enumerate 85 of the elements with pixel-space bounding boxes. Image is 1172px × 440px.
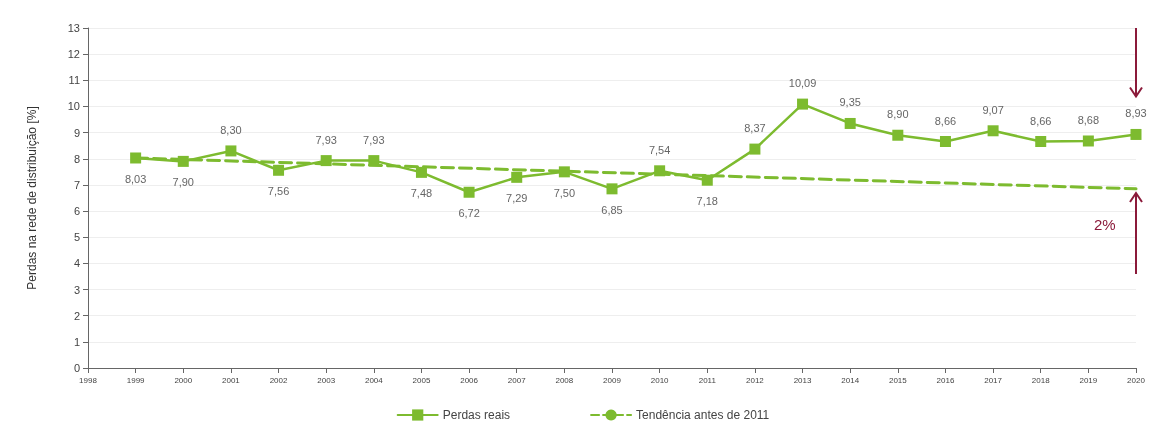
x-tick-label: 2015	[888, 375, 908, 385]
x-tick-label: 2008	[555, 375, 574, 385]
point	[463, 186, 475, 198]
data-label: 7,90	[172, 176, 194, 189]
data-label: 7,50	[553, 186, 576, 199]
data-label: 8,37	[744, 122, 766, 135]
data-label: 7,29	[506, 192, 528, 205]
x-tick-label: 2013	[793, 375, 812, 385]
data-label: 8,93	[1125, 107, 1147, 120]
y-axis-title: Perdas na rede de distribuição [%]	[25, 106, 39, 290]
point	[415, 166, 427, 178]
y-tick-label: 5	[73, 231, 80, 244]
x-tick-label: 2011	[698, 375, 717, 385]
data-label: 7,56	[267, 185, 290, 198]
x-tick-label: 1998	[79, 375, 98, 385]
x-tick-label: 2000	[174, 375, 193, 385]
x-tick-label: 2004	[364, 375, 384, 385]
y-tick-label: 8	[73, 152, 80, 165]
data-label: 8,30	[220, 123, 242, 136]
data-label: 6,85	[601, 203, 623, 216]
point	[177, 155, 189, 167]
point	[797, 98, 809, 110]
data-label: 9,07	[982, 103, 1004, 116]
legend-label: Perdas reais	[442, 408, 511, 422]
data-label: 8,68	[1077, 113, 1100, 126]
x-tick-label: 2017	[984, 375, 1003, 385]
x-tick-label: 2005	[412, 375, 431, 385]
data-label: 7,93	[363, 133, 385, 146]
point	[273, 164, 285, 176]
y-tick-label: 6	[73, 205, 80, 218]
data-label: 6,72	[458, 207, 480, 220]
y-tick-label: 13	[67, 22, 80, 34]
data-label: 10,09	[788, 77, 817, 90]
x-tick-label: 2012	[746, 375, 765, 385]
y-tick-label: 2	[73, 309, 80, 322]
point	[606, 183, 618, 195]
point	[701, 174, 713, 186]
data-label: 8,03	[124, 172, 147, 185]
point	[130, 152, 142, 164]
data-label: 7,54	[648, 143, 671, 156]
x-tick-label: 2003	[317, 375, 336, 385]
x-tick-label: 2016	[936, 375, 955, 385]
y-tick-label: 10	[67, 100, 80, 113]
x-tick-label: 2019	[1079, 375, 1098, 385]
x-tick-label: 1999	[126, 375, 146, 385]
point	[749, 143, 761, 155]
y-tick-label: 3	[73, 283, 80, 296]
point	[987, 125, 999, 137]
y-tick-label: 11	[68, 74, 80, 87]
point	[892, 129, 904, 141]
x-tick-label: 2002	[269, 375, 288, 385]
y-tick-label: 12	[67, 48, 80, 61]
legend-label: Tendência antes de 2011	[636, 408, 770, 422]
x-tick-label: 2009	[603, 375, 622, 385]
data-label: 8,66	[934, 114, 957, 127]
x-tick-label: 2010	[650, 375, 670, 385]
x-tick-label: 2014	[841, 375, 860, 385]
point	[368, 155, 380, 167]
data-label: 7,93	[315, 133, 337, 146]
data-label: 7,18	[696, 195, 718, 208]
point	[1035, 136, 1047, 148]
x-tick-label: 2007	[507, 375, 527, 385]
y-tick-label: 7	[73, 178, 80, 191]
data-label: 7,48	[410, 187, 433, 200]
x-tick-label: 2001	[222, 375, 241, 385]
point	[511, 171, 523, 183]
data-label: 8,66	[1030, 114, 1052, 127]
x-tick-label: 2020	[1127, 375, 1146, 385]
point	[939, 136, 951, 148]
x-tick-label: 2006	[460, 375, 479, 385]
y-tick-label: 9	[73, 126, 80, 139]
point	[225, 145, 237, 157]
y-tick-label: 0	[73, 362, 80, 374]
point	[844, 117, 856, 129]
y-tick-label: 4	[73, 257, 80, 270]
point	[320, 155, 332, 167]
annotation: 2%	[1094, 215, 1116, 233]
x-tick-label: 2018	[1031, 375, 1051, 385]
y-tick-label: 1	[73, 335, 80, 348]
point	[558, 166, 570, 178]
data-label: 8,90	[887, 108, 909, 121]
data-label: 9,35	[839, 96, 861, 109]
point	[1082, 135, 1094, 147]
point	[1130, 128, 1142, 140]
point	[654, 165, 666, 177]
